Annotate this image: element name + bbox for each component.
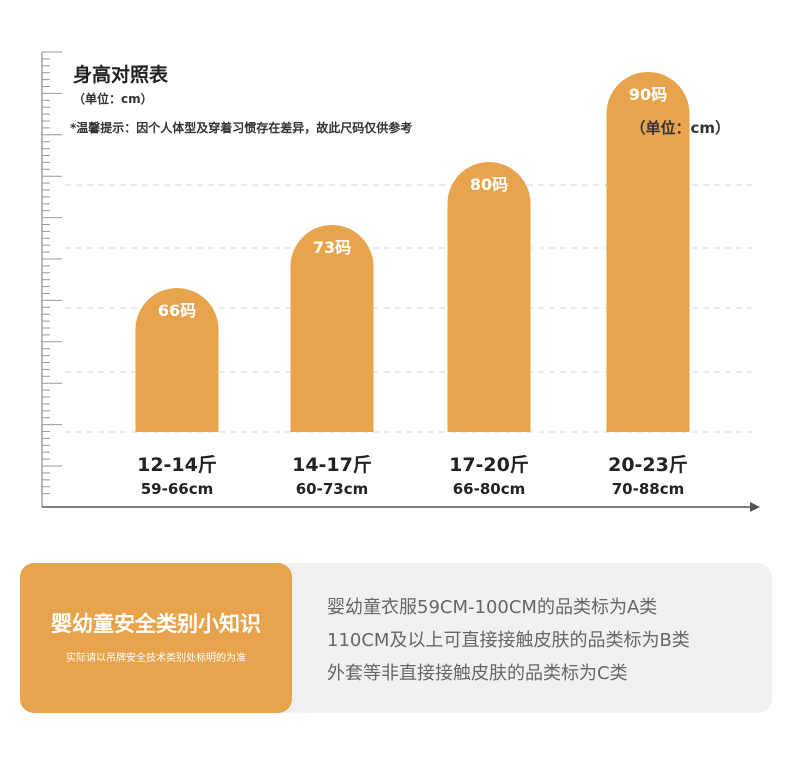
page-title: 身高对照表 — [73, 64, 169, 86]
unit-label-right: （单位：cm） — [630, 119, 730, 137]
bar-data-label: 80码 — [470, 175, 508, 194]
bar — [447, 162, 531, 432]
safety-info-line-b: 110CM及以上可直接接触皮肤的品类标为B类 — [327, 630, 690, 651]
safety-info-panel: 婴幼童安全类别小知识 实际请以吊牌安全技术类别处标明的为准 婴幼童衣服59CM-… — [20, 563, 772, 713]
size-tip: *温馨提示：因个人体型及穿着习惯存在差异，故此尺码仅供参考 — [70, 121, 413, 135]
category-label: 17-20斤 — [449, 454, 529, 476]
x-axis: 12-14斤 59-66cm 14-17斤 60-73cm 17-20斤 66-80cm 2… — [42, 454, 760, 512]
bar-data-label: 66码 — [158, 301, 196, 320]
bar — [290, 225, 374, 432]
height-range-label: 70-88cm — [612, 480, 685, 498]
axis-arrow-icon — [750, 502, 760, 512]
bar-series: 66码 73码 80码 90码 — [135, 71, 690, 432]
bar-data-label: 73码 — [313, 238, 351, 257]
bar — [135, 288, 219, 432]
safety-info-line-a: 婴幼童衣服59CM-100CM的品类标为A类 — [327, 597, 658, 618]
category-label: 14-17斤 — [292, 454, 372, 476]
safety-info-header: 婴幼童安全类别小知识 实际请以吊牌安全技术类别处标明的为准 — [20, 563, 292, 713]
bar — [606, 71, 690, 432]
category-label: 12-14斤 — [137, 454, 217, 476]
safety-info-subtitle: 实际请以吊牌安全技术类别处标明的为准 — [66, 653, 246, 664]
height-range-label: 60-73cm — [296, 480, 369, 498]
safety-info-line-c: 外套等非直接接触皮肤的品类标为C类 — [327, 663, 628, 684]
height-range-label: 66-80cm — [453, 480, 526, 498]
safety-info-list: 婴幼童衣服59CM-100CM的品类标为A类 110CM及以上可直接接触皮肤的品… — [327, 591, 690, 690]
bar-data-label: 90码 — [629, 85, 667, 104]
category-label: 20-23斤 — [608, 454, 688, 476]
height-range-label: 59-66cm — [141, 480, 214, 498]
unit-label: （单位：cm） — [73, 92, 153, 106]
safety-info-title: 婴幼童安全类别小知识 — [51, 612, 261, 636]
height-ruler — [41, 51, 62, 507]
